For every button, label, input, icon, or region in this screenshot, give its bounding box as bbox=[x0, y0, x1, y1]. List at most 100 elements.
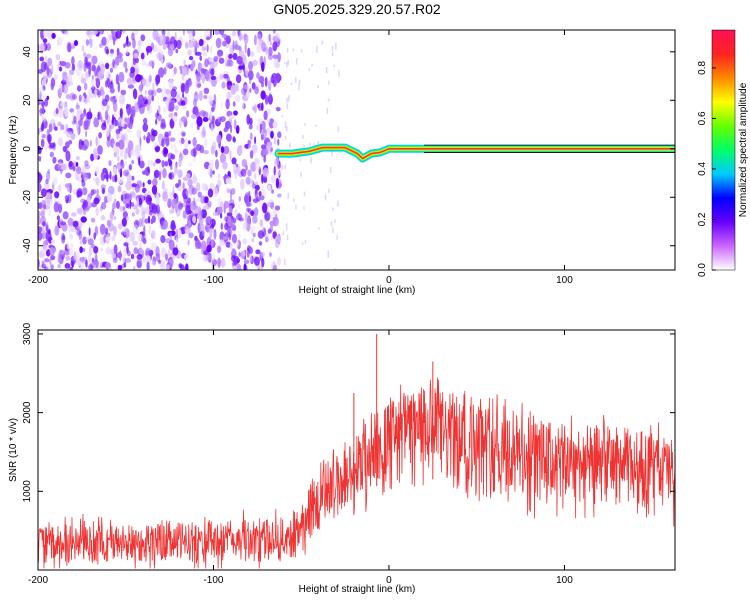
noise-blob bbox=[162, 168, 167, 179]
noise-blob bbox=[151, 185, 158, 195]
noise-blob bbox=[187, 240, 190, 246]
noise-blob bbox=[216, 245, 222, 254]
noise-blob bbox=[220, 146, 225, 154]
noise-blob bbox=[94, 30, 101, 33]
noise-blob bbox=[112, 59, 115, 68]
noise-dot bbox=[284, 61, 286, 64]
noise-blob bbox=[75, 104, 81, 110]
noise-blob bbox=[145, 247, 152, 258]
noise-blob bbox=[235, 125, 240, 134]
noise-blob bbox=[183, 138, 190, 149]
noise-blob bbox=[69, 92, 76, 101]
noise-blob bbox=[43, 204, 46, 210]
noise-blob bbox=[105, 246, 112, 255]
noise-blob bbox=[152, 45, 158, 52]
noise-blob bbox=[75, 66, 82, 77]
colorbar-tick-label: 0.0 bbox=[697, 263, 708, 277]
noise-blob bbox=[194, 235, 198, 241]
noise-blob bbox=[82, 139, 90, 150]
noise-blob bbox=[160, 235, 166, 244]
noise-blob bbox=[134, 145, 141, 155]
noise-dot bbox=[295, 204, 297, 210]
noise-dot bbox=[300, 172, 302, 177]
noise-blob bbox=[164, 161, 169, 167]
noise-blob bbox=[50, 264, 54, 270]
noise-blob bbox=[101, 89, 105, 101]
noise-blob bbox=[254, 161, 261, 171]
noise-blob bbox=[68, 161, 74, 170]
noise-blob bbox=[197, 191, 202, 198]
noise-blob bbox=[139, 39, 143, 47]
noise-blob bbox=[219, 239, 225, 246]
noise-blob bbox=[229, 228, 233, 236]
noise-blob bbox=[272, 121, 278, 129]
noise-blob bbox=[122, 30, 126, 34]
noise-blob bbox=[160, 58, 164, 64]
noise-blob bbox=[148, 60, 155, 67]
noise-blob bbox=[151, 203, 158, 214]
noise-blob bbox=[113, 215, 117, 221]
noise-blob bbox=[166, 62, 172, 69]
noise-blob bbox=[151, 82, 155, 92]
noise-blob bbox=[161, 160, 165, 168]
noise-blob bbox=[215, 37, 222, 49]
noise-blob bbox=[205, 70, 210, 82]
noise-blob bbox=[133, 52, 139, 59]
noise-dot bbox=[303, 191, 306, 197]
noise-blob bbox=[271, 189, 275, 194]
noise-blob bbox=[138, 248, 144, 255]
noise-blob bbox=[175, 228, 178, 239]
noise-blob bbox=[41, 122, 44, 132]
noise-blob bbox=[114, 58, 120, 67]
noise-blob bbox=[57, 88, 62, 99]
noise-blob bbox=[258, 191, 262, 197]
noise-blob bbox=[106, 138, 112, 148]
noise-blob bbox=[168, 112, 174, 118]
noise-blob bbox=[233, 164, 237, 171]
noise-blob bbox=[76, 123, 80, 131]
noise-blob bbox=[254, 86, 259, 95]
noise-blob bbox=[264, 211, 271, 221]
snr-frame bbox=[37, 329, 676, 571]
noise-blob bbox=[228, 53, 233, 59]
noise-blob bbox=[38, 226, 43, 233]
noise-blob bbox=[111, 235, 116, 242]
noise-blob bbox=[225, 241, 231, 248]
noise-blob bbox=[131, 191, 135, 196]
noise-blob bbox=[144, 100, 149, 105]
noise-blob bbox=[173, 192, 177, 199]
noise-blob bbox=[126, 245, 129, 254]
noise-blob bbox=[195, 239, 202, 249]
noise-blob bbox=[142, 78, 147, 86]
noise-blob bbox=[182, 92, 185, 99]
noise-blob bbox=[187, 178, 193, 187]
noise-dot bbox=[284, 121, 287, 129]
noise-blob bbox=[73, 40, 79, 46]
noise-blob bbox=[169, 137, 176, 142]
noise-blob bbox=[65, 141, 70, 149]
noise-blob bbox=[248, 70, 254, 81]
noise-blob bbox=[105, 227, 109, 236]
noise-blob bbox=[254, 187, 257, 196]
noise-blob bbox=[235, 95, 241, 102]
noise-blob bbox=[82, 199, 88, 208]
noise-blob bbox=[210, 75, 217, 81]
noise-blob bbox=[222, 40, 227, 47]
noise-blob bbox=[266, 141, 272, 151]
noise-blob bbox=[243, 263, 247, 270]
noise-blob bbox=[78, 94, 82, 103]
noise-blob bbox=[76, 188, 83, 198]
noise-blob bbox=[42, 221, 46, 227]
noise-blob bbox=[138, 156, 141, 166]
noise-dot bbox=[284, 135, 287, 140]
noise-blob bbox=[49, 246, 55, 257]
noise-blob bbox=[209, 159, 214, 170]
noise-blob bbox=[66, 151, 70, 158]
noise-blob bbox=[248, 60, 254, 71]
noise-blob bbox=[42, 38, 48, 44]
noise-blob bbox=[147, 132, 151, 139]
noise-blob bbox=[132, 38, 136, 49]
noise-dot bbox=[300, 49, 303, 53]
noise-blob bbox=[76, 113, 81, 122]
noise-blob bbox=[277, 193, 282, 198]
